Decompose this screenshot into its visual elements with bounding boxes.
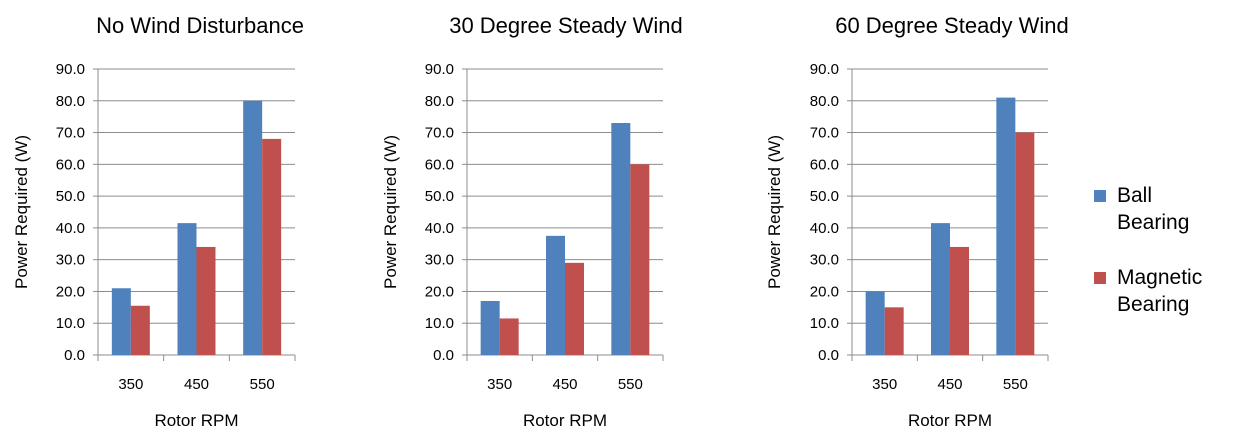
legend-label: Bearing	[1117, 293, 1189, 316]
bar-ball-bearing	[611, 123, 631, 356]
x-tick-label: 350	[487, 376, 512, 393]
bar-magnetic-bearing	[884, 307, 904, 355]
chart-title: 60 Degree Steady Wind	[835, 13, 1069, 38]
bar-ball-bearing	[243, 100, 263, 356]
bar-magnetic-bearing	[950, 246, 969, 355]
x-axis-label: Rotor RPM	[523, 411, 607, 430]
x-tick-label: 350	[118, 376, 143, 393]
chart-panel: No Wind Disturbance 0.0 10.0 20.0 30.0 40.0 50…	[12, 13, 304, 430]
x-tick-label: 450	[552, 376, 577, 393]
y-tick-label: 0.0	[433, 347, 454, 364]
y-tick-label: 40.0	[425, 220, 454, 237]
y-tick-label: 60.0	[425, 156, 454, 173]
y-tick-label: 50.0	[425, 188, 454, 205]
bar-ball-bearing	[480, 300, 500, 355]
x-axis-label: Rotor RPM	[154, 411, 238, 430]
y-tick-label: 50.0	[810, 188, 839, 205]
bar-magnetic-bearing	[630, 164, 650, 355]
legend-swatch-ball-bearing	[1094, 190, 1106, 202]
legend-swatch-magnetic-bearing	[1094, 272, 1106, 284]
y-tick-label: 30.0	[425, 252, 454, 269]
bar-magnetic-bearing	[499, 318, 519, 355]
bar-ball-bearing	[177, 223, 197, 355]
bar-magnetic-bearing	[196, 246, 216, 355]
y-tick-label: 30.0	[56, 252, 85, 269]
x-tick-label: 550	[250, 376, 275, 393]
chart-title: 30 Degree Steady Wind	[449, 13, 683, 38]
y-axis-label: Power Required (W)	[12, 135, 31, 289]
x-tick-label: 550	[1003, 376, 1028, 393]
x-tick-label: 350	[872, 376, 897, 393]
y-tick-label: 80.0	[425, 93, 454, 110]
y-tick-label: 70.0	[810, 125, 839, 142]
y-tick-label: 40.0	[810, 220, 839, 237]
y-tick-label: 20.0	[810, 283, 839, 300]
x-tick-label: 450	[937, 376, 962, 393]
x-tick-label: 450	[184, 376, 209, 393]
y-tick-label: 60.0	[56, 156, 85, 173]
chart-panel: 30 Degree Steady Wind 0.0 10.0 20.0 30.0 40.0…	[381, 13, 683, 430]
y-tick-label: 90.0	[425, 61, 454, 78]
bar-magnetic-bearing	[262, 138, 282, 355]
y-tick-label: 60.0	[810, 156, 839, 173]
y-tick-label: 10.0	[810, 315, 839, 332]
y-tick-label: 0.0	[818, 347, 839, 364]
y-tick-label: 80.0	[810, 93, 839, 110]
y-tick-label: 80.0	[56, 93, 85, 110]
y-tick-label: 90.0	[810, 61, 839, 78]
y-tick-label: 40.0	[56, 220, 85, 237]
y-tick-label: 20.0	[56, 283, 85, 300]
bar-magnetic-bearing	[1015, 132, 1035, 355]
y-tick-label: 20.0	[425, 283, 454, 300]
y-tick-label: 10.0	[425, 315, 454, 332]
y-tick-label: 70.0	[425, 125, 454, 142]
legend-label: Bearing	[1117, 211, 1189, 234]
legend: Ball Bearing Magnetic Bearing	[1094, 184, 1202, 316]
y-tick-label: 70.0	[56, 125, 85, 142]
x-axis-label: Rotor RPM	[908, 411, 992, 430]
y-tick-label: 90.0	[56, 61, 85, 78]
y-axis-label: Power Required (W)	[381, 135, 400, 289]
bar-ball-bearing	[111, 288, 131, 355]
y-tick-label: 50.0	[56, 188, 85, 205]
y-tick-label: 30.0	[810, 252, 839, 269]
chart-title: No Wind Disturbance	[96, 13, 304, 38]
bar-magnetic-bearing	[130, 305, 150, 355]
legend-label: Magnetic	[1117, 266, 1202, 289]
bar-magnetic-bearing	[565, 262, 584, 355]
bar-ball-bearing	[865, 291, 885, 355]
x-tick-label: 550	[618, 376, 643, 393]
bar-ball-bearing	[546, 235, 565, 355]
chart-panel: 60 Degree Steady Wind 0.0 10.0 20.0 30.0 40.0…	[765, 13, 1069, 430]
bar-ball-bearing	[931, 223, 950, 355]
legend-label: Ball	[1117, 184, 1152, 207]
y-tick-label: 10.0	[56, 315, 85, 332]
y-tick-label: 0.0	[64, 347, 85, 364]
bar-ball-bearing	[996, 97, 1016, 355]
y-axis-label: Power Required (W)	[765, 135, 784, 289]
